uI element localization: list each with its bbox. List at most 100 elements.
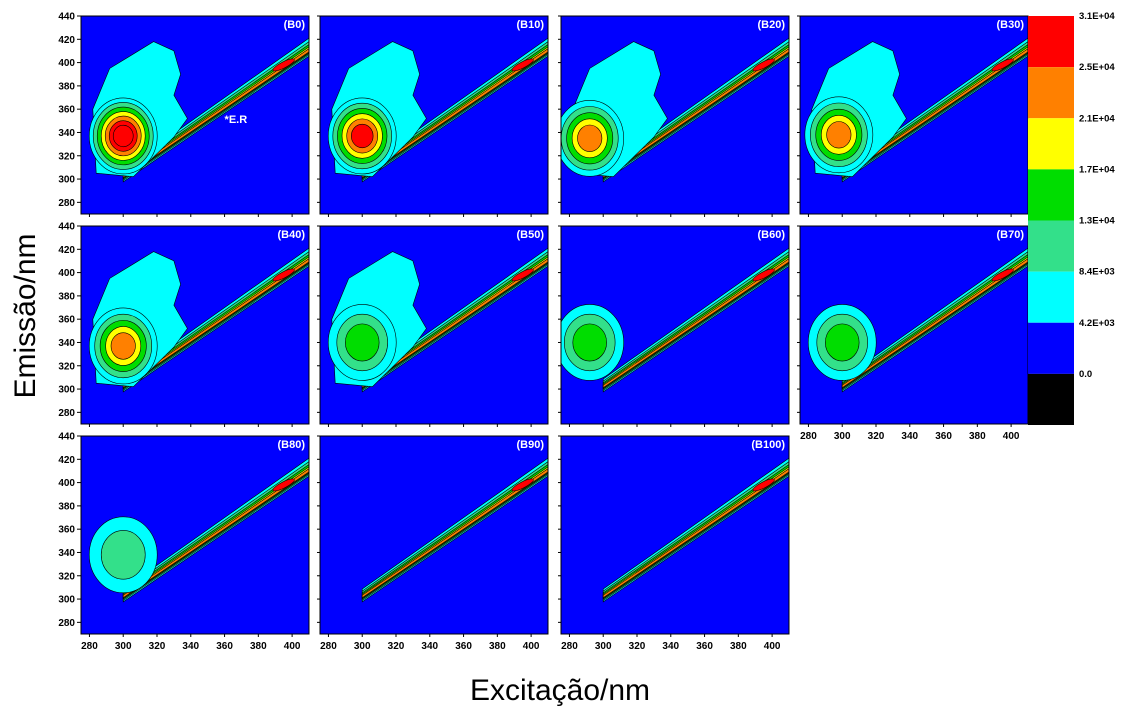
y-tick-label: 360 <box>58 525 75 536</box>
panels-group: (B0) *E.R 280 300 320 340 360 380 400 420 440 (B10)… <box>58 12 1029 652</box>
scatter-band-level <box>122 468 309 599</box>
panel-annotation: *E.R <box>225 114 248 126</box>
x-tick-label: 400 <box>1003 431 1020 442</box>
y-tick-label: 380 <box>58 81 75 92</box>
panel-background <box>320 436 548 634</box>
colorbar-label: 2.1E+04 <box>1079 113 1115 124</box>
panel-label: (B50) <box>516 229 544 241</box>
panel-plot-area <box>320 16 548 214</box>
contour-level-4 <box>572 323 607 362</box>
y-tick-label: 280 <box>58 198 75 209</box>
colorbar-label: 1.3E+04 <box>1079 216 1115 227</box>
y-tick-label: 420 <box>58 455 75 466</box>
scatter-band-level <box>602 258 789 389</box>
x-tick-label: 380 <box>489 641 506 652</box>
x-tick-label: 340 <box>662 641 679 652</box>
panel-b100: (B100) 280 300 320 340 360 380 400 <box>558 435 790 652</box>
panel-frame <box>560 225 790 425</box>
y-tick-label: 420 <box>58 245 75 256</box>
contour-level-6 <box>110 332 136 360</box>
y-tick-label: 300 <box>58 385 75 396</box>
scatter-peak <box>991 58 1014 72</box>
x-tick-label: 340 <box>182 641 199 652</box>
panel-plot-area <box>320 226 548 424</box>
x-tick-label: 400 <box>284 641 301 652</box>
scatter-band-level <box>361 258 548 389</box>
x-tick-label: 280 <box>800 431 817 442</box>
scatter-peak <box>272 268 295 282</box>
y-tick-label: 340 <box>58 128 75 139</box>
panel-frame <box>80 15 310 215</box>
y-tick-label: 360 <box>58 315 75 326</box>
panel-frame <box>560 435 790 635</box>
scatter-peak <box>991 268 1014 282</box>
panel-label: (B30) <box>996 19 1024 31</box>
x-tick-label: 380 <box>250 641 267 652</box>
panel-plot-area <box>800 226 1028 424</box>
y-axis-label: Emissão/nm <box>9 233 42 398</box>
panel-b0: (B0) *E.R 280 300 320 340 360 380 400 420 440 <box>58 12 310 217</box>
colorbar-label: 2.5E+04 <box>1079 62 1115 73</box>
colorbar-segment <box>1028 220 1074 272</box>
scatter-band-level <box>122 48 309 179</box>
scatter-band-level <box>841 258 1028 389</box>
y-tick-label: 280 <box>58 408 75 419</box>
y-tick-label: 420 <box>58 35 75 46</box>
panel-b70: (B70) 280 300 320 340 360 380 400 <box>797 225 1029 442</box>
colorbar-segment <box>1028 271 1074 323</box>
colorbar: 3.1E+04 2.5E+04 2.1E+04 1.7E+04 1.3E+04 8.4E+… <box>1028 11 1115 425</box>
y-tick-label: 380 <box>58 291 75 302</box>
panel-plot-area <box>800 16 1028 214</box>
panel-plot-area <box>81 16 309 214</box>
x-tick-label: 400 <box>764 641 781 652</box>
x-tick-label: 360 <box>935 431 952 442</box>
panel-b50: (B50) <box>317 225 549 427</box>
y-tick-label: 360 <box>58 105 75 116</box>
colorbar-label: 4.2E+03 <box>1079 318 1115 329</box>
scatter-peak <box>511 268 534 282</box>
x-tick-label: 300 <box>834 431 851 442</box>
colorbar-segment <box>1028 16 1074 68</box>
x-tick-label: 320 <box>149 641 166 652</box>
scatter-peak <box>752 268 775 282</box>
colorbar-label: 3.1E+04 <box>1079 11 1115 22</box>
panel-plot-area <box>561 226 789 424</box>
colorbar-segment <box>1028 118 1074 170</box>
panel-frame <box>319 435 549 635</box>
scatter-band-level <box>841 48 1028 179</box>
contour-level-7 <box>351 123 374 149</box>
y-tick-label: 440 <box>58 12 75 23</box>
panel-b30: (B30) <box>797 15 1029 217</box>
panel-label: (B100) <box>751 439 785 451</box>
panel-plot-area <box>561 436 789 634</box>
panel-label: (B40) <box>277 229 305 241</box>
y-tick-label: 320 <box>58 151 75 162</box>
panel-plot-area <box>320 436 548 634</box>
y-tick-label: 340 <box>58 338 75 349</box>
x-tick-label: 400 <box>523 641 540 652</box>
panel-b90: (B90) 280 300 320 340 360 380 400 <box>317 435 549 652</box>
scatter-peak <box>752 58 775 72</box>
panel-background <box>561 436 789 634</box>
x-tick-label: 320 <box>388 641 405 652</box>
panel-frame <box>319 225 549 425</box>
y-tick-label: 340 <box>58 548 75 559</box>
y-tick-label: 400 <box>58 58 75 69</box>
panel-frame <box>319 15 549 215</box>
scatter-peak <box>511 58 534 72</box>
contour-level-8 <box>112 124 134 148</box>
y-tick-label: 300 <box>58 175 75 186</box>
x-tick-label: 280 <box>561 641 578 652</box>
colorbar-segment <box>1028 373 1074 425</box>
y-tick-label: 320 <box>58 571 75 582</box>
contour-level-3 <box>100 530 146 580</box>
panel-label: (B60) <box>757 229 785 241</box>
x-tick-label: 300 <box>595 641 612 652</box>
scatter-peak <box>272 478 295 492</box>
panel-plot-area <box>561 16 789 214</box>
contour-level-6 <box>577 124 603 152</box>
panel-b20: (B20) <box>558 15 790 217</box>
y-tick-label: 280 <box>58 618 75 629</box>
panel-b10: (B10) <box>317 15 549 217</box>
